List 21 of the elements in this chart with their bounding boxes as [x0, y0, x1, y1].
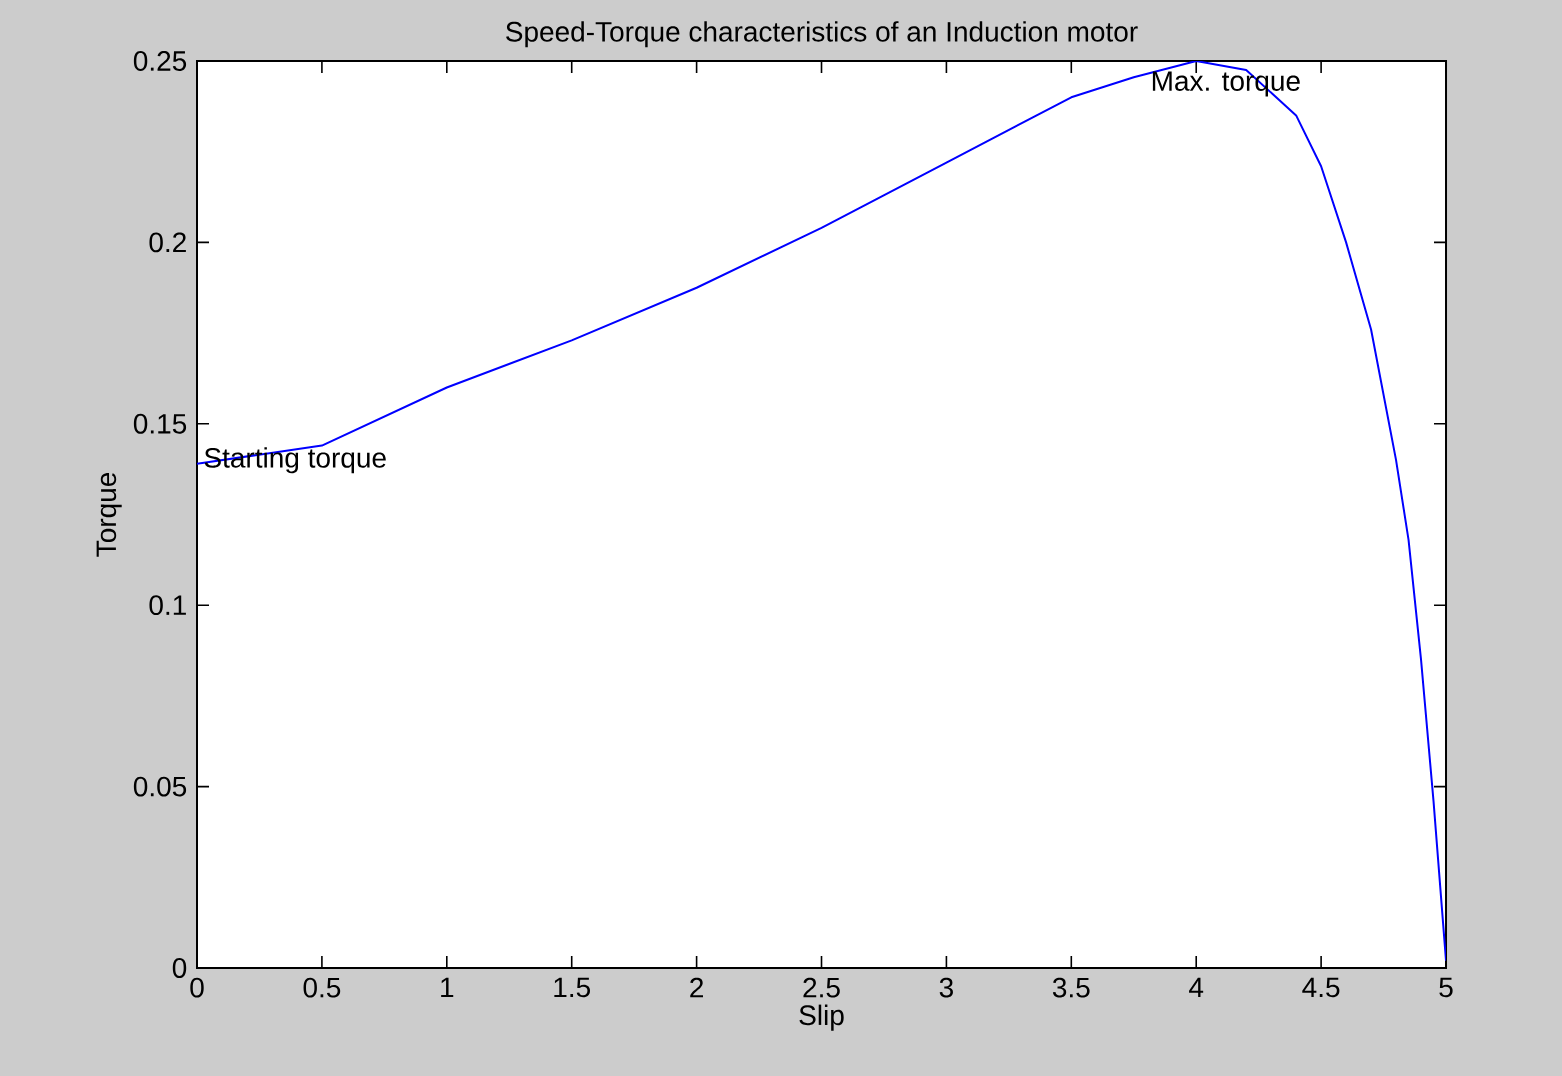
x-tick-label: 0: [190, 977, 204, 998]
y-tick-label: 0.15: [133, 413, 187, 434]
x-tick-label: 2.5: [803, 977, 840, 998]
x-tick-label: 1.5: [554, 977, 590, 998]
x-tick-label: 3: [939, 977, 953, 998]
x-axis-title: Slip: [799, 1004, 844, 1031]
x-tick-label: 0.5: [303, 977, 341, 998]
x-tick-label: 4: [1189, 977, 1204, 997]
x-tick-label: 4.5: [1302, 977, 1340, 998]
x-tick-label: 3.5: [1052, 977, 1090, 998]
y-tick-label: 0.25: [133, 51, 187, 71]
x-tick-label: 1: [441, 977, 454, 997]
annotation: Starting torque: [204, 447, 386, 474]
y-tick-label: 0.2: [149, 232, 186, 253]
x-tick-label: 5: [1439, 977, 1453, 998]
x-tick-label: 2: [690, 977, 703, 998]
y-tick-label: 0.05: [133, 776, 187, 797]
y-tick-label: 0.1: [149, 595, 186, 616]
y-tick-label: 0: [172, 958, 187, 978]
y-axis-title: Torque: [96, 472, 122, 557]
chart-title: Speed-Torque characteristics of an Induction motor: [506, 21, 1138, 48]
